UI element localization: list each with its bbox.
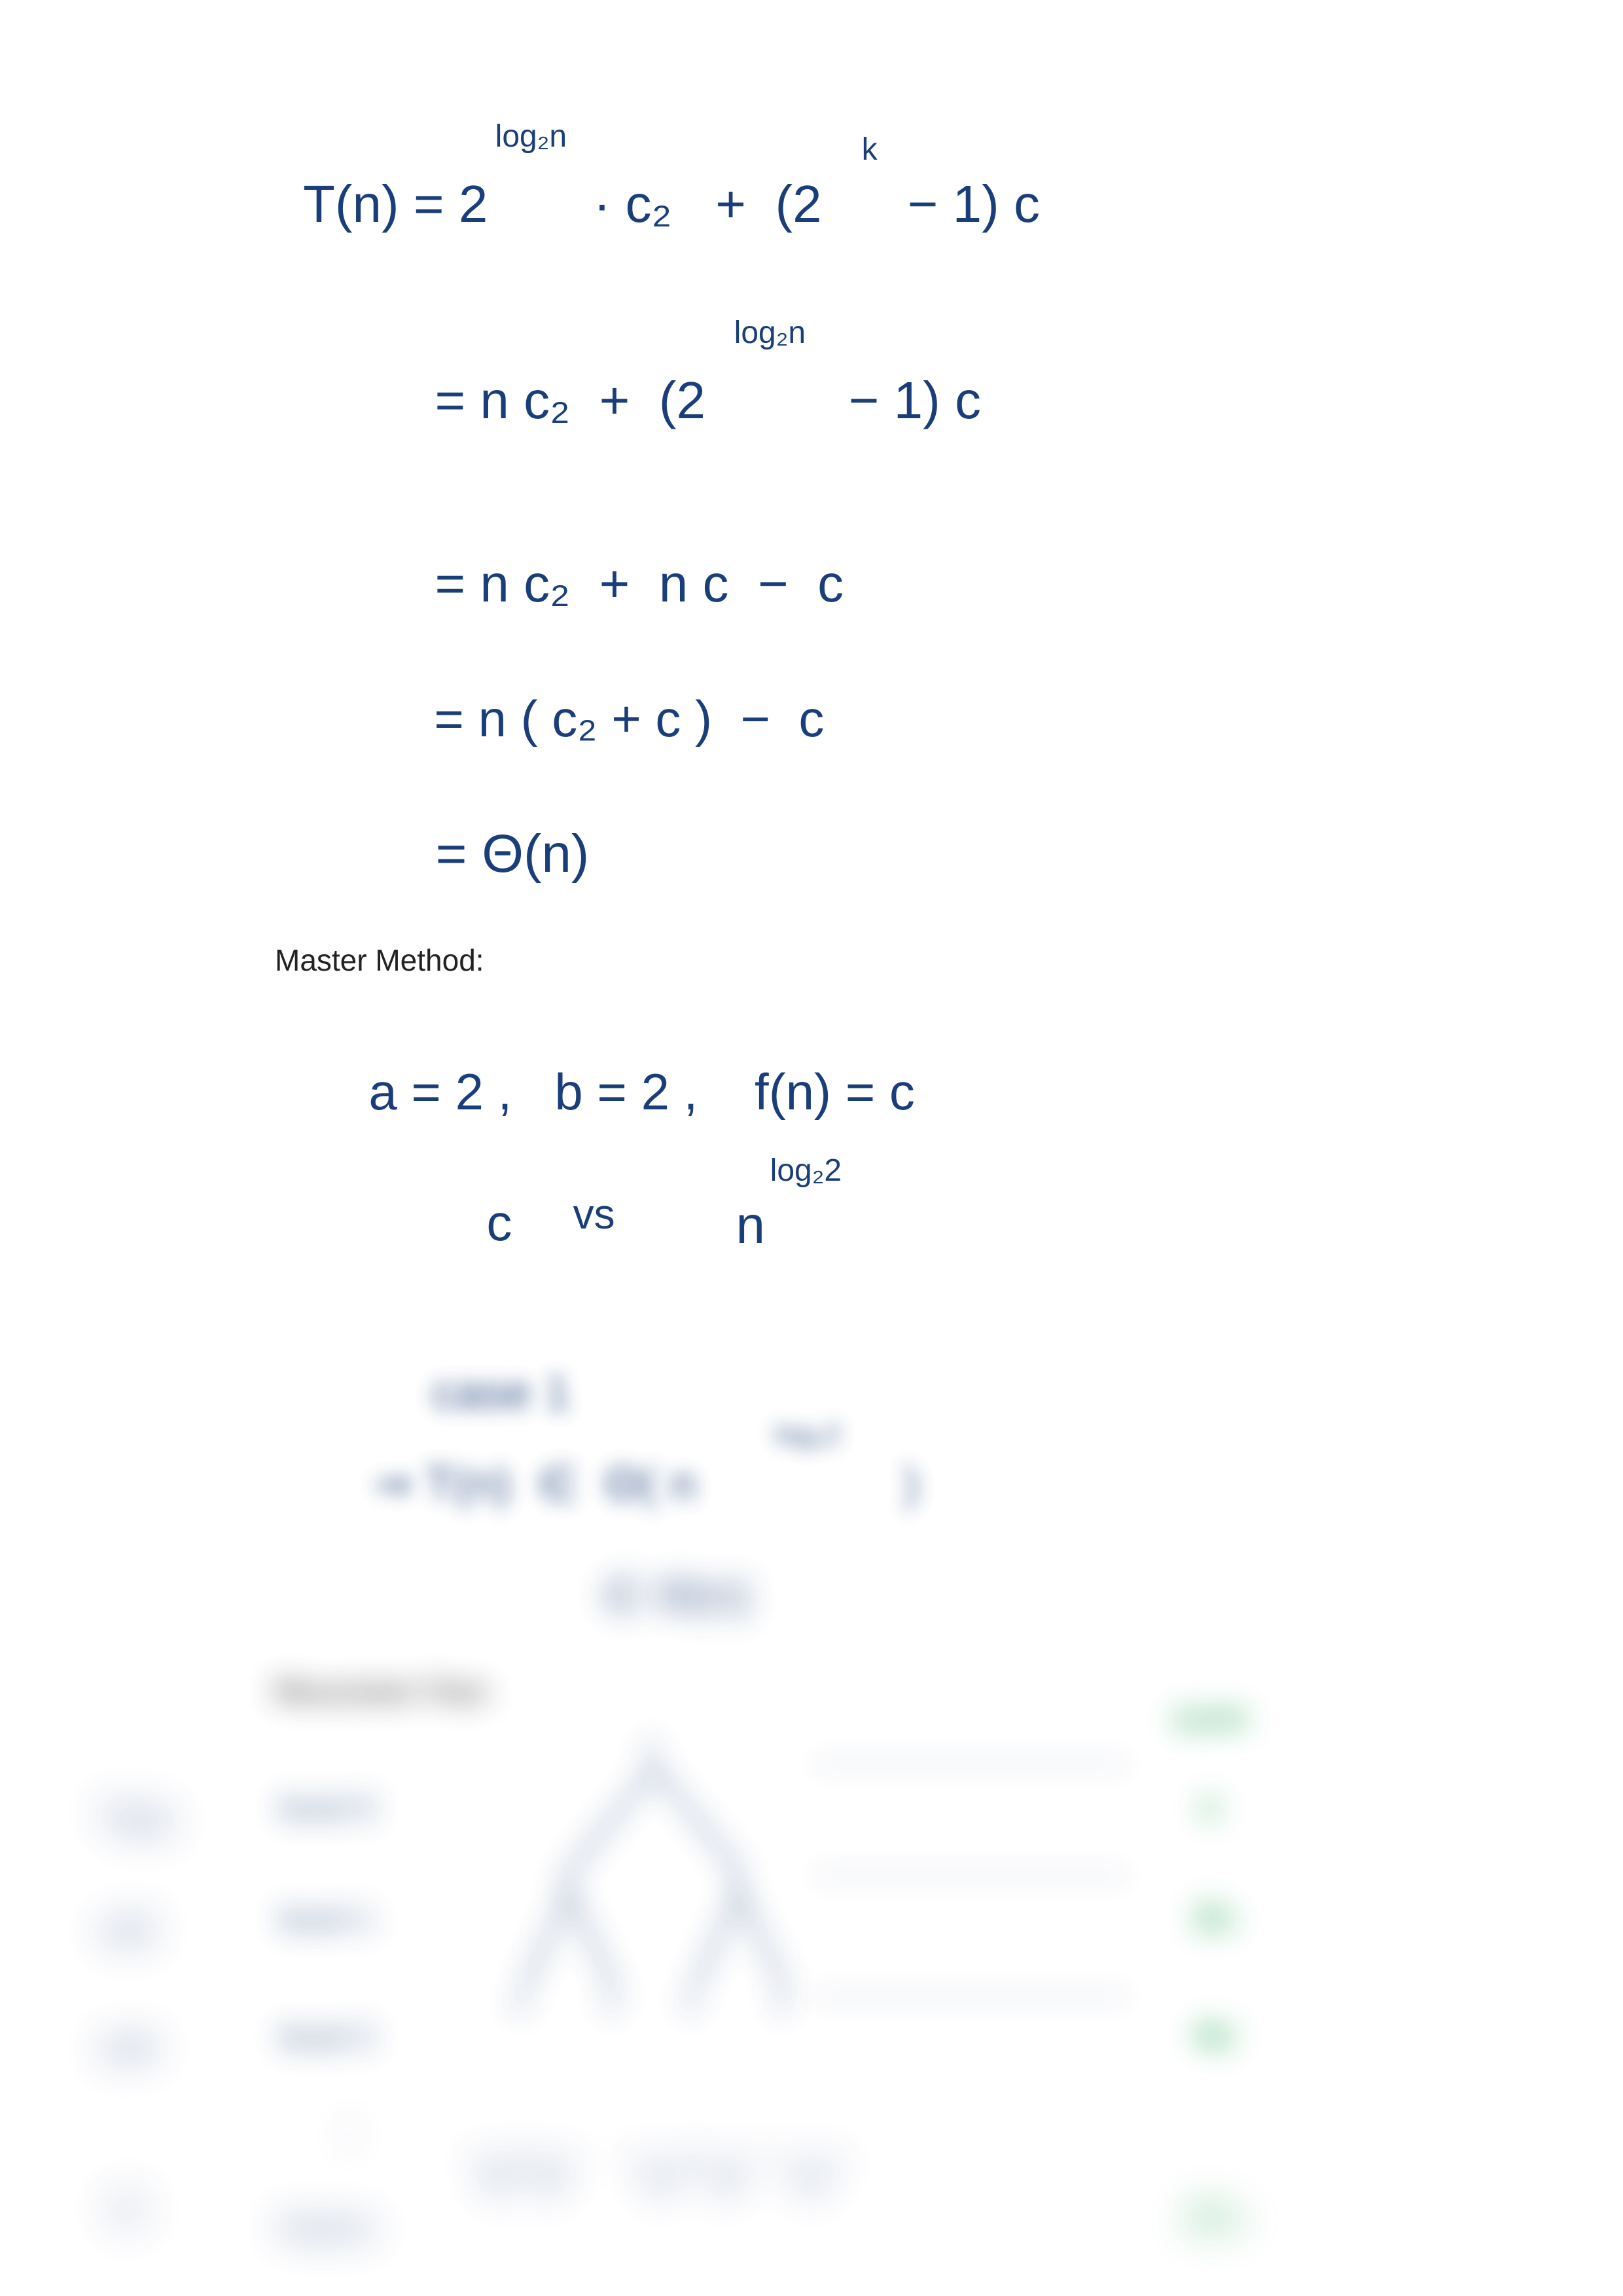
blurred-case-label: case 1 bbox=[406, 1316, 571, 1419]
tree-side-t2: n/4 bbox=[79, 1983, 155, 2070]
tree-node-root: c bbox=[645, 1726, 660, 1765]
tree-node-l1a: c bbox=[560, 1857, 575, 1896]
tree-bottom-leaves bbox=[419, 2134, 1008, 2225]
master-compare-mid: vs bbox=[550, 1145, 615, 1238]
tree-sum-last: 2ᵏc bbox=[1165, 2153, 1244, 2240]
master-compare-left: c bbox=[458, 1139, 512, 1251]
blurred-case-result: ∈ Θ(n) bbox=[576, 1518, 751, 1622]
blurred-case-line-tail: ) bbox=[864, 1407, 919, 1511]
derivation-line-1-right: − 1) c bbox=[864, 118, 1040, 233]
derivation-line-1: T(n) = 2 bbox=[275, 118, 488, 233]
tree-side-t1: n/2 bbox=[79, 1865, 155, 1952]
derivation-line-2-right: − 1) c bbox=[805, 314, 981, 429]
derivation-line-1-mid: · c₂ + (2 bbox=[550, 118, 822, 233]
tree-node-l2b: c bbox=[605, 1981, 621, 2020]
derivation-line-2-left: = n c₂ + (2 bbox=[406, 314, 705, 429]
master-params: a = 2 , b = 2 , f(n) = c bbox=[340, 1008, 915, 1121]
derivation-line-4: = n ( c₂ + c ) − c bbox=[406, 635, 824, 747]
tree-dotted-connectors bbox=[818, 1728, 1158, 2094]
tree-node-l2c: c bbox=[684, 1981, 700, 2020]
tree-dots: ⋮ bbox=[308, 2068, 368, 2155]
tree-bottom-label: leaves bbox=[262, 2173, 374, 2245]
master-compare-right-exp: log₂2 bbox=[753, 1119, 842, 1189]
recursion-tree-heading: Recursion Tree: bbox=[275, 1676, 493, 1708]
tree-node-l2d: c bbox=[776, 1981, 791, 2020]
derivation-line-5: = Θ(n) bbox=[406, 766, 589, 884]
derivation-line-2-exp: log₂n bbox=[717, 281, 806, 351]
tree-level0-label: level 0 bbox=[262, 1754, 374, 1826]
blurred-case-line-exp: log₂2 bbox=[759, 1388, 841, 1451]
derivation-line-3: = n c₂ + n c − c bbox=[406, 497, 844, 613]
tree-level1-label: level 1 bbox=[262, 1865, 374, 1937]
deriv1-left: T(n) = 2 bbox=[303, 175, 488, 233]
master-method-heading: Master Method: bbox=[275, 942, 484, 978]
tree-side-tn: T(n) bbox=[79, 1754, 171, 1840]
tree-sum-2: 4c bbox=[1171, 1970, 1237, 2056]
blurred-case-line: ⇒ T(n) ∈ Θ( n bbox=[347, 1407, 696, 1511]
tree-sum-header: sum bbox=[1152, 1656, 1247, 1736]
page-circle-mark: ⓒ bbox=[105, 2186, 151, 2236]
tree-node-l1b: c bbox=[730, 1857, 745, 1896]
tree-node-l2a: c bbox=[514, 1981, 529, 2020]
tree-level2-label: level 2 bbox=[262, 1983, 374, 2055]
tree-sum-0: c bbox=[1178, 1741, 1222, 1827]
tree-sum-1: 2c bbox=[1171, 1852, 1237, 1939]
